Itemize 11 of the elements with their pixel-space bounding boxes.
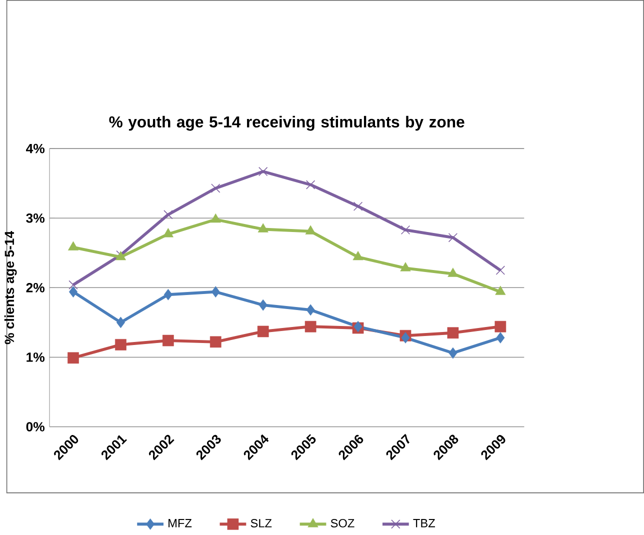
- legend-label: TBZ: [413, 519, 435, 528]
- legend-label: MFZ: [168, 519, 192, 528]
- legend-label: SOZ: [330, 519, 354, 528]
- y-tick-label: 2%: [26, 283, 45, 293]
- y-tick-label: 0%: [26, 422, 45, 432]
- y-tick-label: 1%: [26, 352, 45, 362]
- chart-title: % youth age 5-14 receiving stimulants by zone: [109, 116, 464, 131]
- y-axis-title: % clients age 5-14: [4, 231, 17, 344]
- y-tick-label: 4%: [26, 144, 45, 154]
- legend-label: SLZ: [250, 519, 272, 528]
- y-tick-label: 3%: [26, 214, 45, 224]
